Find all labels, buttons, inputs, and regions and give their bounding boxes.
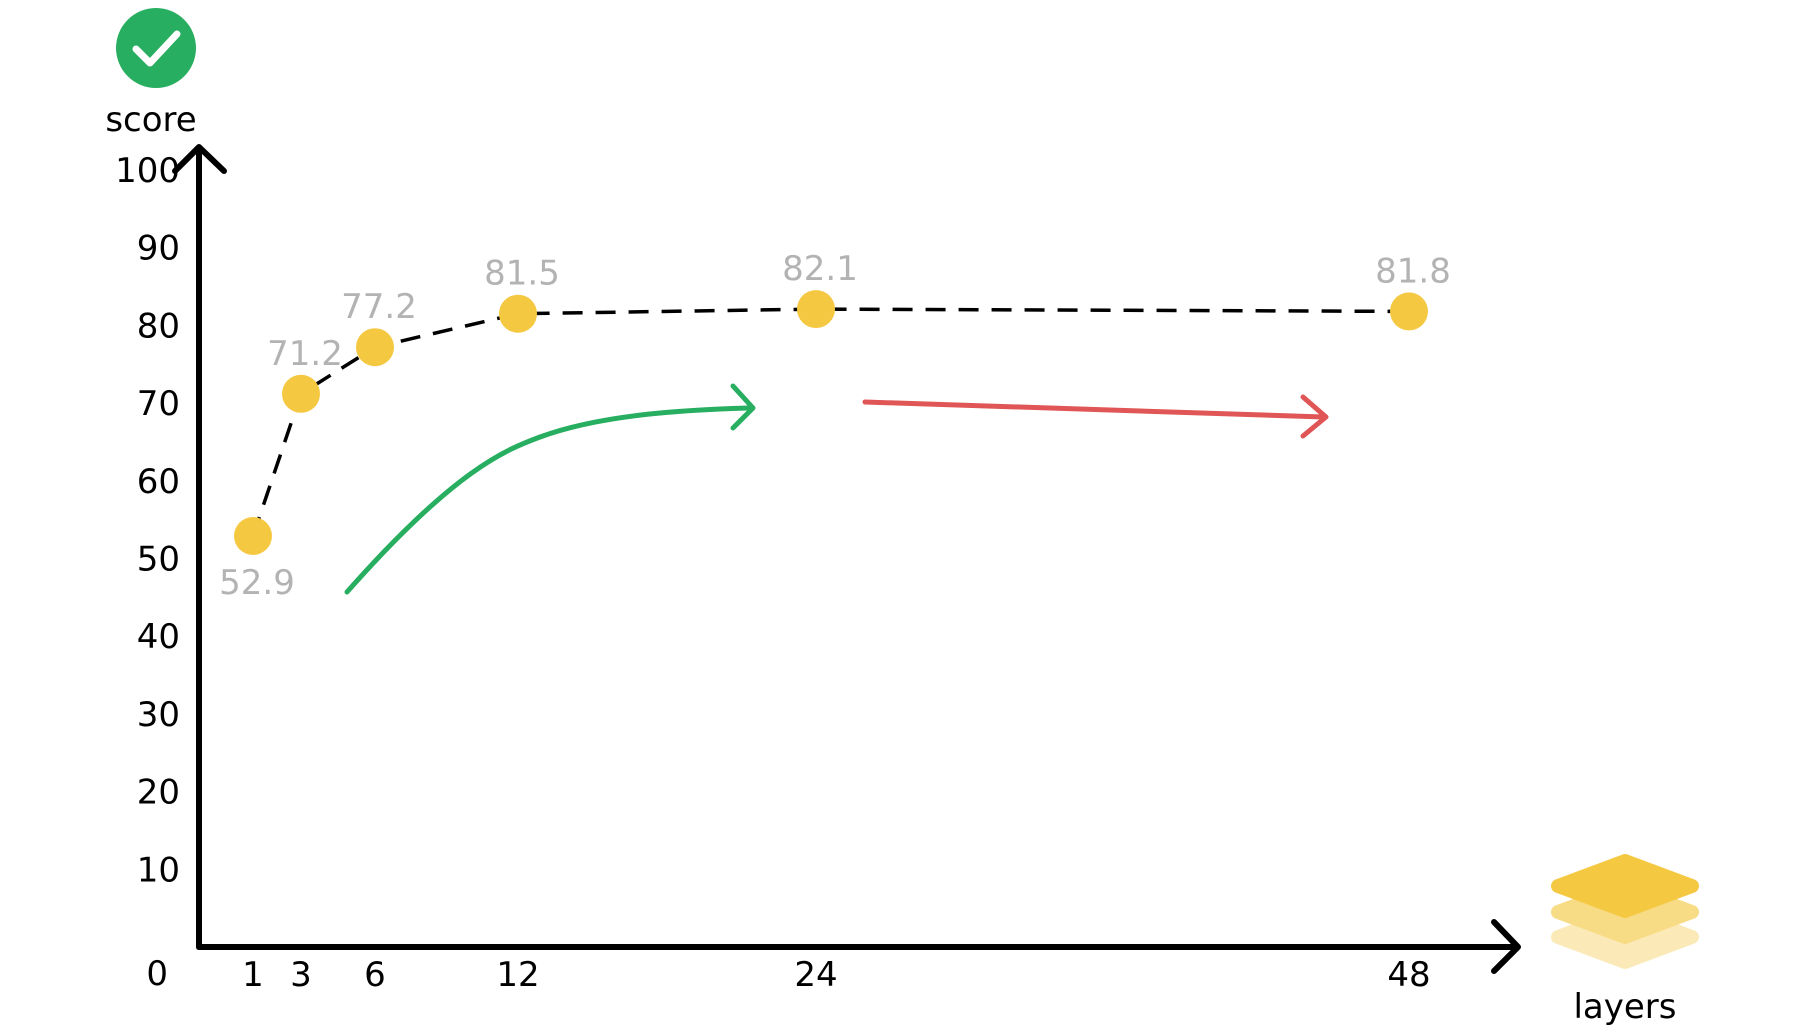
- x-tick-label: 48: [1387, 955, 1430, 995]
- y-axis-arrowhead: [172, 144, 227, 174]
- y-tick-label: 20: [137, 773, 180, 813]
- y-axis-title: score: [105, 100, 196, 140]
- x-tick-label: 3: [290, 955, 312, 995]
- data-point: [499, 294, 537, 333]
- plateau-arrow: [862, 394, 1329, 439]
- rising-trend-arrow: [344, 383, 756, 595]
- y-tick-label: 90: [137, 229, 180, 269]
- x-tick-label: 24: [794, 955, 837, 995]
- y-tick-label: 60: [137, 462, 180, 502]
- data-labels: 52.9 71.2 77.2 81.5 82.1 81.8: [219, 249, 1451, 603]
- data-point: [282, 374, 320, 413]
- x-tick-labels: 1 3 6 12 24 48: [242, 955, 1430, 995]
- y-tick-labels: 0 10 20 30 40 50 60 70 80 90 100: [115, 151, 180, 994]
- data-point: [356, 328, 394, 367]
- data-label: 77.2: [341, 287, 417, 327]
- y-tick-label: 30: [137, 695, 180, 735]
- x-tick-label: 12: [496, 955, 539, 995]
- data-point: [797, 290, 835, 329]
- data-point: [234, 517, 272, 555]
- y-tick-label: 50: [137, 540, 180, 580]
- data-label: 81.5: [484, 254, 560, 294]
- y-tick-label: 80: [137, 306, 180, 346]
- check-circle-icon: [116, 8, 196, 88]
- layers-stack-icon: [1551, 854, 1699, 969]
- axes: [172, 144, 1521, 974]
- y-tick-label: 0: [146, 954, 168, 994]
- x-axis-arrowhead: [1491, 919, 1521, 974]
- x-tick-label: 1: [242, 955, 264, 995]
- data-label: 71.2: [267, 334, 343, 374]
- y-tick-label: 100: [115, 151, 180, 191]
- data-point: [1390, 292, 1428, 331]
- x-tick-label: 6: [364, 955, 386, 995]
- y-tick-label: 70: [137, 384, 180, 424]
- data-label: 81.8: [1375, 251, 1451, 291]
- y-tick-label: 40: [137, 617, 180, 657]
- x-axis-title: layers: [1573, 987, 1676, 1027]
- data-label: 52.9: [219, 563, 295, 603]
- y-tick-label: 10: [137, 850, 180, 890]
- data-points: [234, 290, 1428, 555]
- data-label: 82.1: [782, 249, 858, 289]
- series-line: [251, 307, 1410, 537]
